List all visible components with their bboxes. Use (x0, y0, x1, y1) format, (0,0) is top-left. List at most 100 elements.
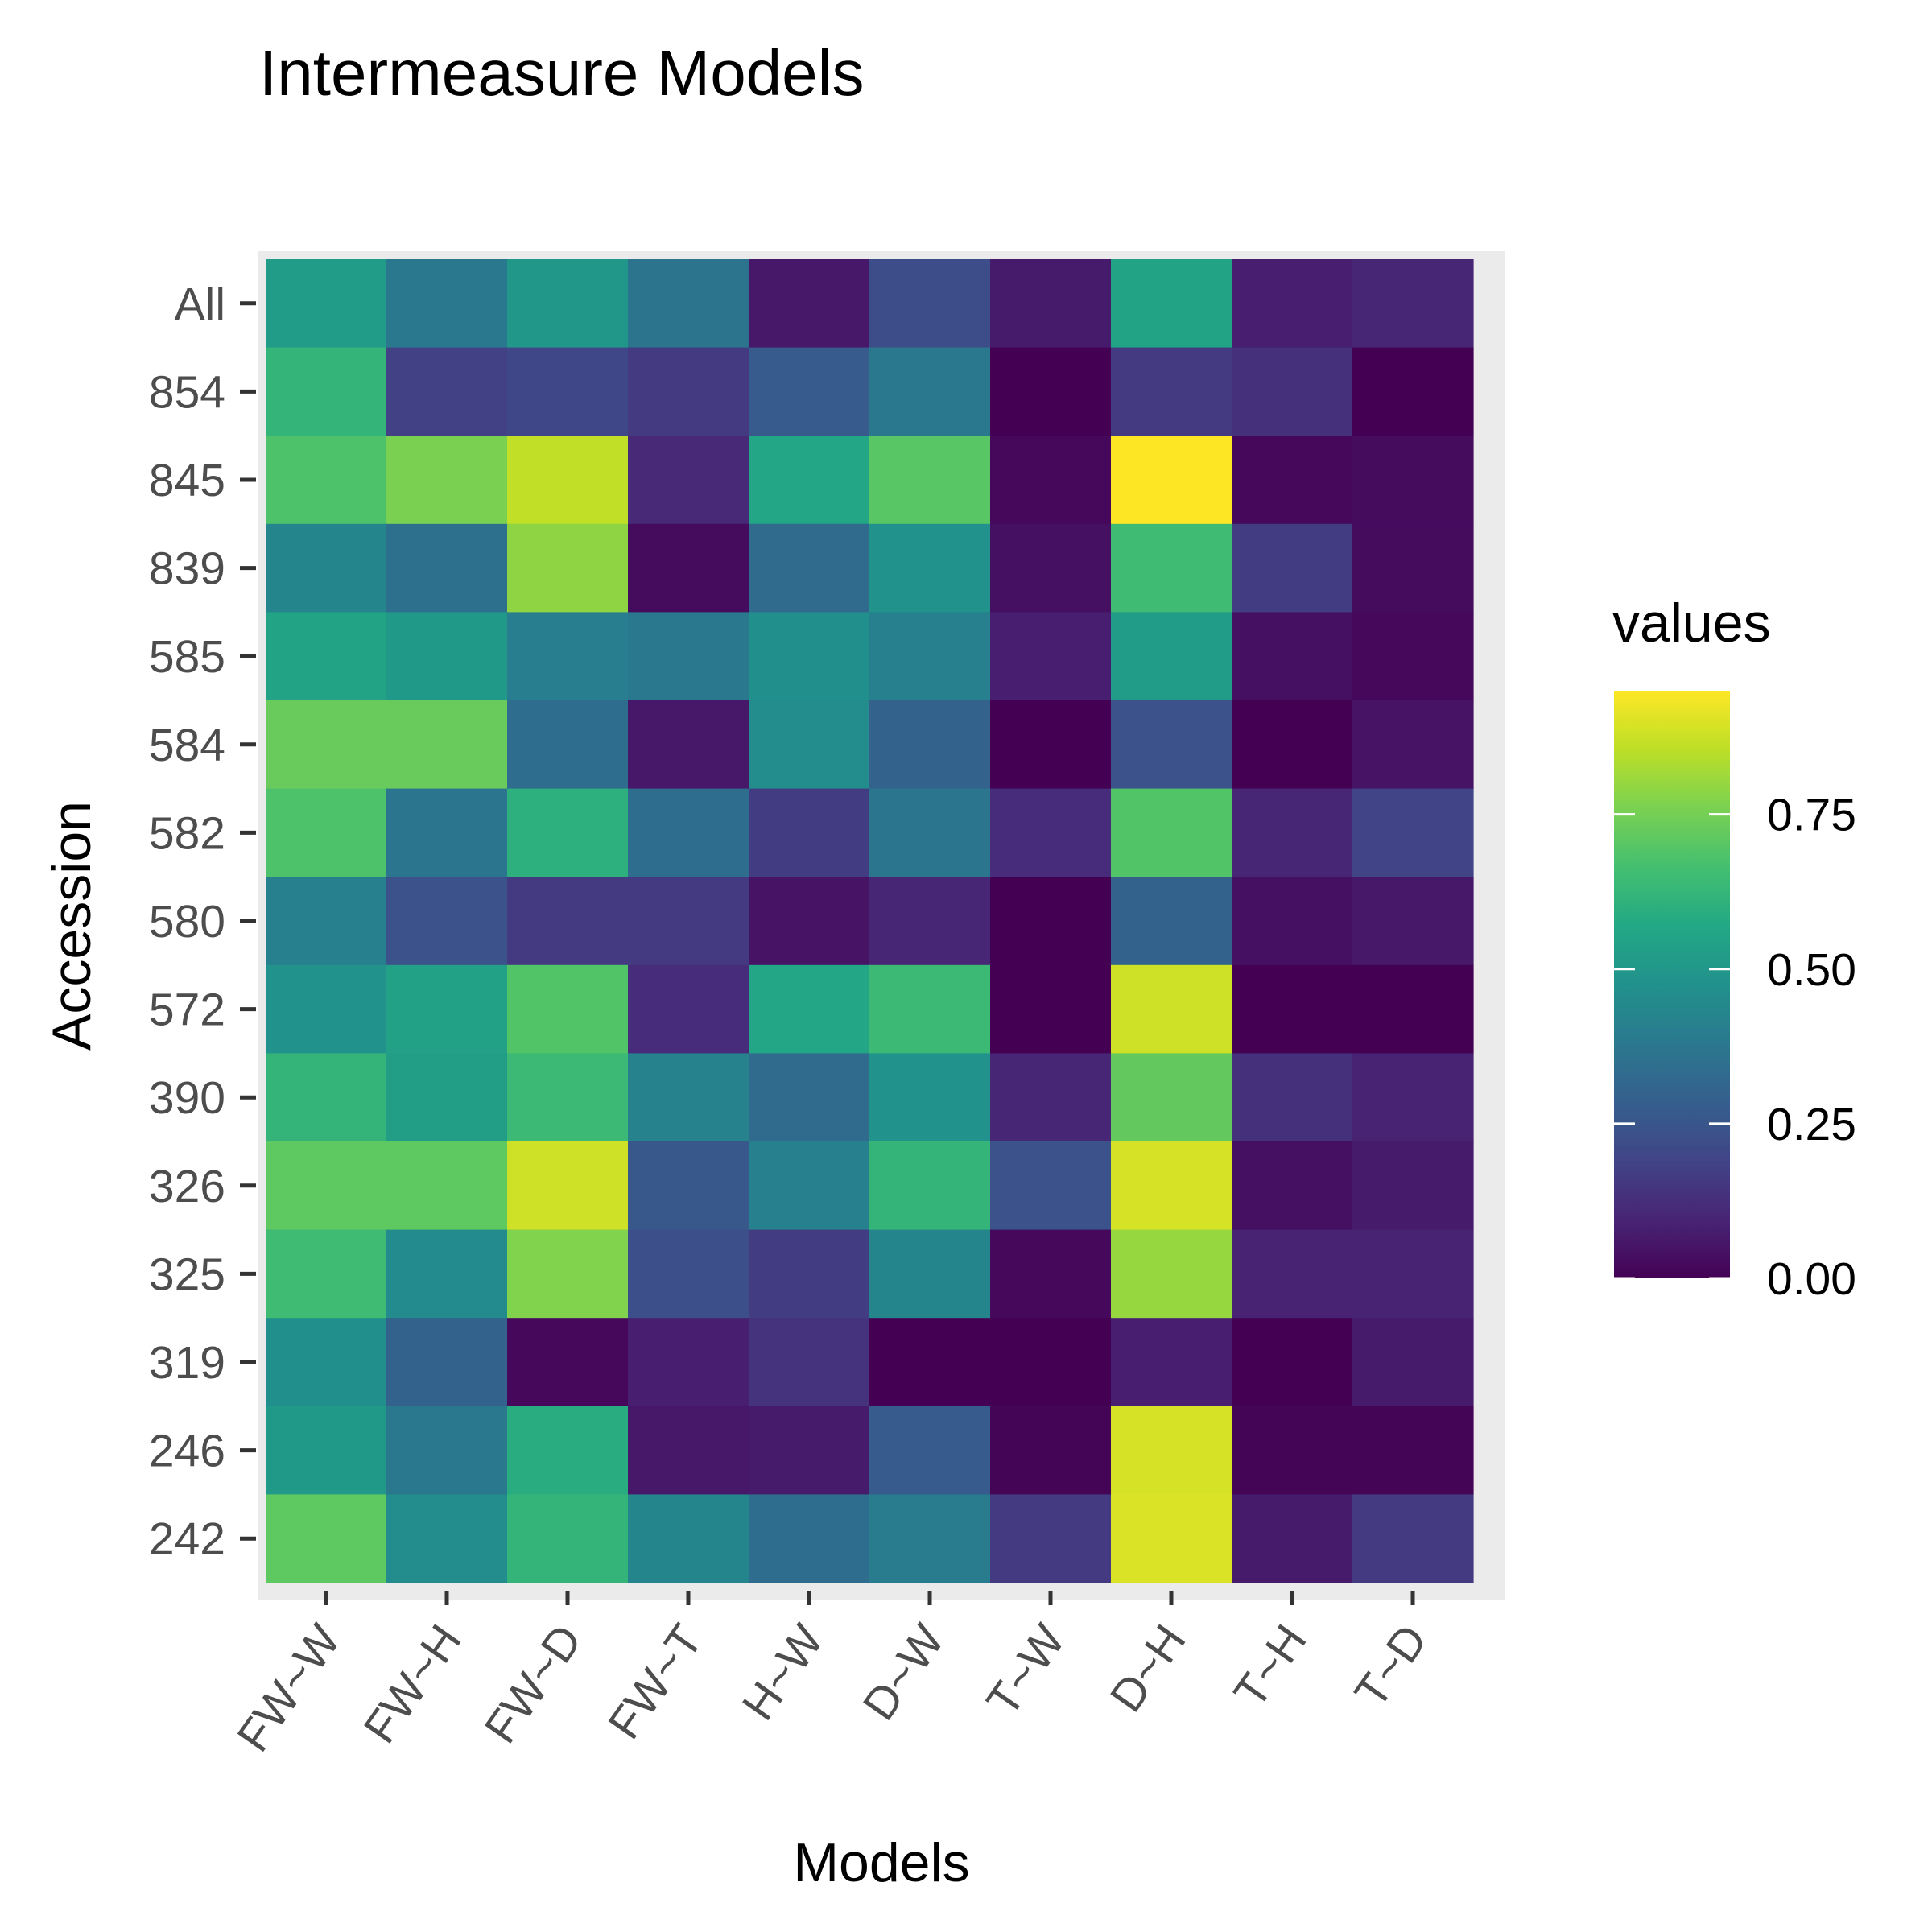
heatmap-cell-584-FW~H (386, 700, 508, 790)
chart-title: Intermeasure Models (259, 37, 864, 109)
legend-title: values (1612, 592, 1771, 654)
heatmap-cell-854-D~W (869, 347, 991, 436)
y-tick-label: 839 (149, 543, 225, 595)
heatmap-cell-326-FW~H (386, 1141, 508, 1231)
heatmap-cell-326-T~W (990, 1141, 1112, 1231)
heatmap-cell-584-D~W (869, 700, 991, 790)
heatmap-cell-319-T~W (990, 1318, 1112, 1407)
heatmap-cell-580-FW~H (386, 877, 508, 966)
y-tick-label: 246 (149, 1426, 225, 1477)
heatmap-cell-572-T~W (990, 964, 1112, 1054)
x-tick-label: T~D (1345, 1616, 1438, 1717)
heatmap-cell-585-D~W (869, 612, 991, 701)
heatmap-cell-242-D~H (1111, 1494, 1232, 1583)
heatmap-cell-584-H~W (749, 700, 870, 790)
heatmap-cell-839-D~H (1111, 523, 1232, 613)
heatmap-cell-839-FW~W (266, 523, 387, 613)
x-tick-label: D~W (853, 1616, 955, 1730)
heatmap-cell-839-FW~T (628, 523, 749, 613)
heatmap-cell-845-T~H (1232, 436, 1353, 525)
heatmap-cell-839-T~H (1232, 523, 1353, 613)
heatmap-cell-390-D~W (869, 1053, 991, 1142)
heatmap-cell-319-FW~T (628, 1318, 749, 1407)
y-tick-label: 845 (149, 455, 225, 506)
heatmap-cell-572-D~W (869, 964, 991, 1054)
y-tick-label: 585 (149, 631, 225, 683)
heatmap-cell-242-FW~T (628, 1494, 749, 1583)
heatmap-cell-585-FW~H (386, 612, 508, 701)
heatmap-cell-326-T~D (1352, 1141, 1474, 1231)
x-tick-label: FW~D (475, 1616, 592, 1752)
legend-tick-label: 0.75 (1767, 790, 1856, 841)
legend-tick-label: 0.25 (1767, 1099, 1856, 1150)
heatmap-cell-572-FW~T (628, 964, 749, 1054)
heatmap-cell-319-H~W (749, 1318, 870, 1407)
heatmap-cell-572-D~H (1111, 964, 1232, 1054)
heatmap-cell-854-D~H (1111, 347, 1232, 436)
y-tick-label: 572 (149, 985, 225, 1036)
heatmap-cell-242-T~D (1352, 1494, 1474, 1583)
heatmap-cell-319-D~H (1111, 1318, 1232, 1407)
heatmap-cell-845-FW~W (266, 436, 387, 525)
heatmap-cell-854-T~D (1352, 347, 1474, 436)
y-tick-label: 582 (149, 807, 225, 859)
heatmap-cell-242-T~H (1232, 1494, 1353, 1583)
heatmap-cell-572-FW~D (507, 964, 629, 1054)
heatmap-cell-584-T~W (990, 700, 1112, 790)
x-tick-label: D~H (1100, 1616, 1196, 1721)
heatmap-cell-319-T~D (1352, 1318, 1474, 1407)
heatmap-cell-580-FW~W (266, 877, 387, 966)
heatmap-cell-All-FW~H (386, 259, 508, 349)
heatmap-cell-845-FW~H (386, 436, 508, 525)
x-tick-label: T~W (976, 1616, 1075, 1726)
heatmap-cell-326-FW~D (507, 1141, 629, 1231)
heatmap-cell-All-FW~W (266, 259, 387, 349)
heatmap-cell-325-D~W (869, 1229, 991, 1319)
heatmap-cell-580-FW~T (628, 877, 749, 966)
heatmap-cell-All-T~W (990, 259, 1112, 349)
heatmap-cell-390-D~H (1111, 1053, 1232, 1142)
heatmap-cell-319-T~H (1232, 1318, 1353, 1407)
heatmap-cell-325-H~W (749, 1229, 870, 1319)
heatmap-cell-390-FW~T (628, 1053, 749, 1142)
heatmap-cell-582-FW~H (386, 788, 508, 877)
legend-tick-label: 0.50 (1767, 944, 1856, 996)
x-tick-label: FW~H (354, 1616, 472, 1752)
heatmap-cell-319-D~W (869, 1318, 991, 1407)
heatmap-cell-246-D~W (869, 1406, 991, 1495)
heatmap-cell-839-FW~H (386, 523, 508, 613)
heatmap-cell-325-T~H (1232, 1229, 1353, 1319)
heatmap-cell-390-FW~D (507, 1053, 629, 1142)
heatmap-cell-All-H~W (749, 259, 870, 349)
x-tick-label: FW~T (598, 1616, 712, 1748)
heatmap-cell-854-FW~D (507, 347, 629, 436)
heatmap-cell-580-T~W (990, 877, 1112, 966)
heatmap-cell-246-FW~H (386, 1406, 508, 1495)
heatmap-cell-390-T~W (990, 1053, 1112, 1142)
y-tick-label: 580 (149, 896, 225, 947)
heatmap-cell-582-FW~D (507, 788, 629, 877)
x-tick-label: FW~W (227, 1616, 350, 1761)
heatmap-cell-319-FW~D (507, 1318, 629, 1407)
legend-tick-label: 0.00 (1767, 1253, 1856, 1305)
heatmap-cell-325-D~H (1111, 1229, 1232, 1319)
heatmap-cell-582-D~W (869, 788, 991, 877)
heatmap-cell-584-FW~D (507, 700, 629, 790)
heatmap-cell-839-T~D (1352, 523, 1474, 613)
heatmap-cell-854-H~W (749, 347, 870, 436)
heatmap-cell-845-D~W (869, 436, 991, 525)
heatmap-cell-325-FW~T (628, 1229, 749, 1319)
heatmap-cell-All-T~D (1352, 259, 1474, 349)
heatmap-cell-854-FW~H (386, 347, 508, 436)
y-tick-label: 326 (149, 1161, 225, 1212)
heatmap-cell-582-D~H (1111, 788, 1232, 877)
heatmap-cell-585-T~D (1352, 612, 1474, 701)
heatmap-cell-585-D~H (1111, 612, 1232, 701)
x-axis-title: Models (793, 1832, 969, 1893)
heatmap-cell-572-FW~W (266, 964, 387, 1054)
heatmap-cell-580-T~D (1352, 877, 1474, 966)
heatmap-cell-572-T~H (1232, 964, 1353, 1054)
heatmap-cell-246-FW~W (266, 1406, 387, 1495)
heatmap-cell-246-T~W (990, 1406, 1112, 1495)
y-tick-label: 242 (149, 1513, 225, 1565)
